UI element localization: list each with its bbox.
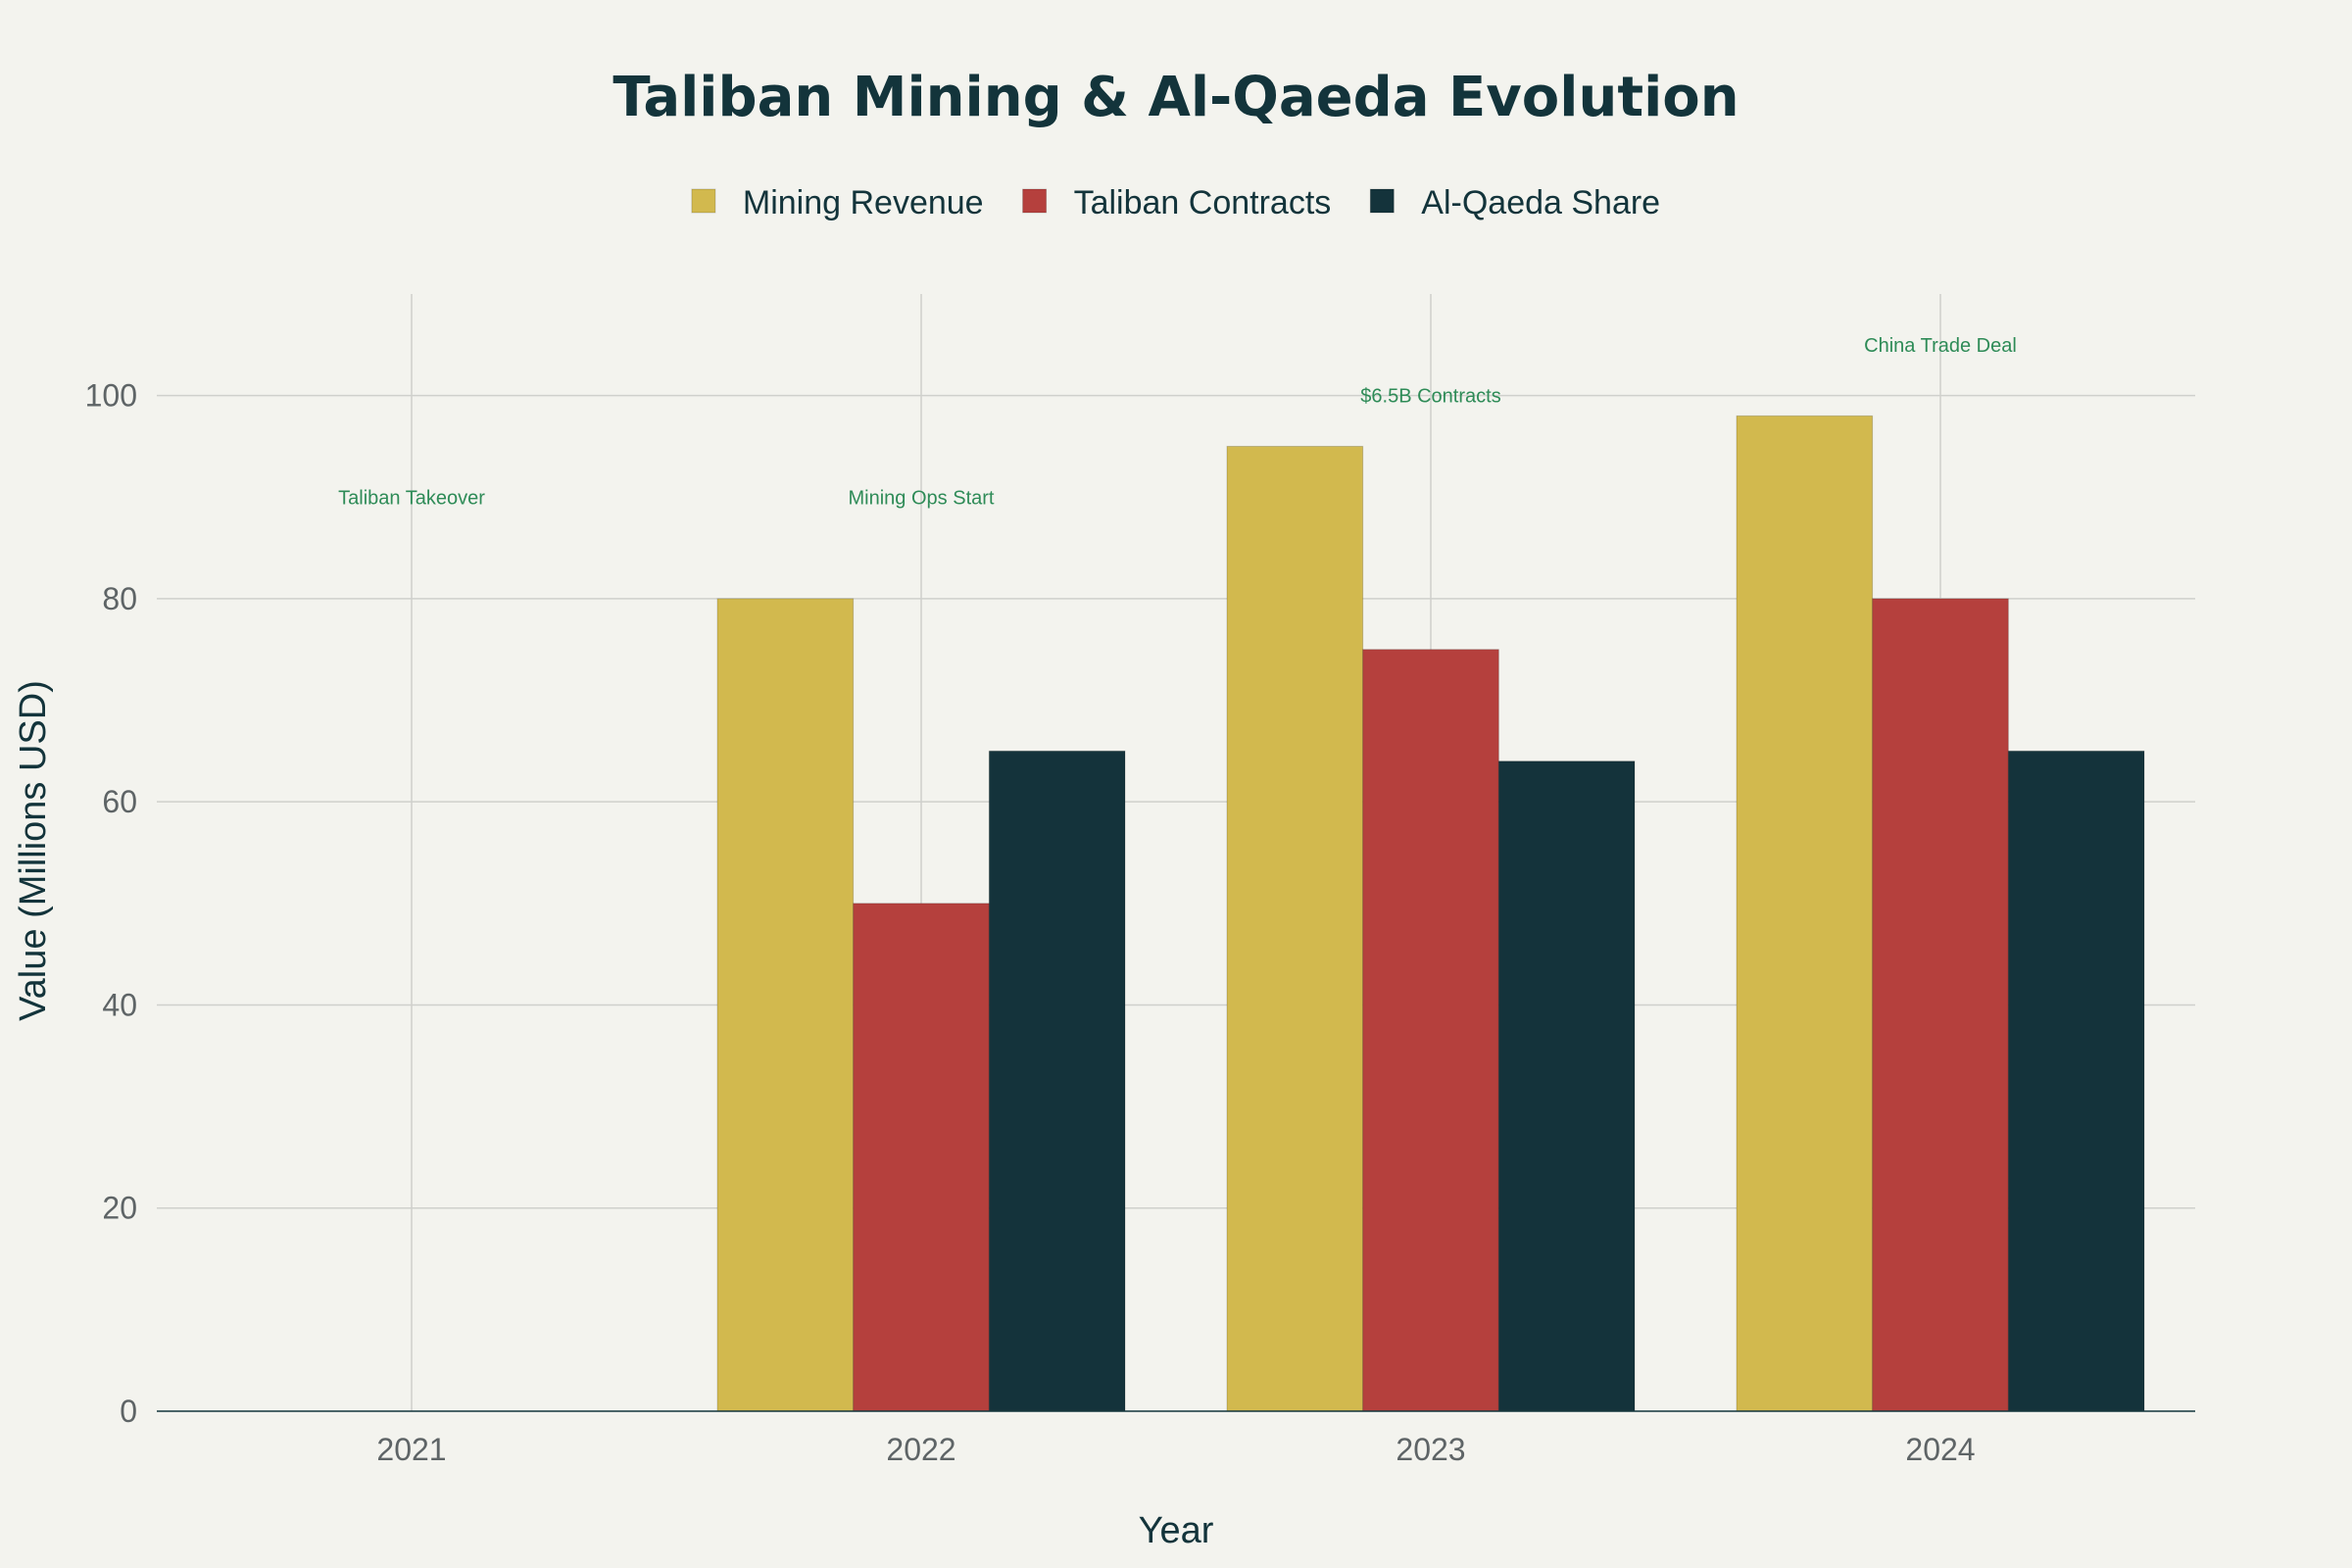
x-tick-label: 2022 [886, 1432, 956, 1467]
y-tick-label: 100 [85, 378, 137, 414]
y-tick-label: 0 [120, 1394, 137, 1429]
legend-label: Al-Qaeda Share [1421, 184, 1660, 221]
annotations: Taliban Takeover Mining Ops Start $6.5B Co… [338, 335, 2017, 509]
bar-al-qaeda-share-2022 [988, 750, 1126, 1412]
bar-mining-revenue-2024 [1736, 415, 1874, 1412]
annotation-label: Mining Ops Start [849, 487, 995, 509]
x-tick-label: 2023 [1396, 1432, 1465, 1467]
legend-swatch-1 [1022, 188, 1048, 214]
legend-swatch-2 [1369, 188, 1395, 214]
y-tick-label: 60 [102, 784, 137, 819]
y-axis-ticks: 0 20 40 60 80 100 [85, 378, 137, 1429]
y-axis-title: Value (Millions USD) [13, 680, 54, 1021]
legend-label: Mining Revenue [743, 184, 984, 221]
annotation-label: $6.5B Contracts [1360, 386, 1500, 408]
y-tick-label: 40 [102, 987, 137, 1022]
x-axis-ticks: 2021 2022 2023 2024 [376, 1432, 1975, 1467]
bar-al-qaeda-share-2023 [1497, 760, 1636, 1412]
bar-taliban-contracts-2022 [853, 903, 990, 1412]
annotation-label: China Trade Deal [1864, 335, 2017, 357]
bar-taliban-contracts-2023 [1362, 649, 1499, 1412]
legend: Mining Revenue Taliban Contracts Al-Qaeda … [691, 184, 1660, 221]
legend-label: Taliban Contracts [1074, 184, 1332, 221]
bar-al-qaeda-share-2024 [2007, 750, 2145, 1412]
y-tick-label: 80 [102, 581, 137, 616]
legend-swatch-0 [691, 188, 716, 214]
y-tick-label: 20 [102, 1191, 137, 1226]
bar-taliban-contracts-2024 [1872, 598, 2009, 1412]
x-tick-label: 2021 [376, 1432, 446, 1467]
annotation-label: Taliban Takeover [338, 487, 485, 509]
x-axis-title: Year [1139, 1510, 1214, 1551]
chart-title: Taliban Mining & Al-Qaeda Evolution [612, 66, 1739, 129]
bar-mining-revenue-2023 [1226, 445, 1364, 1412]
bars [716, 415, 2145, 1412]
bar-mining-revenue-2022 [716, 598, 855, 1412]
x-tick-label: 2024 [1905, 1432, 1975, 1467]
